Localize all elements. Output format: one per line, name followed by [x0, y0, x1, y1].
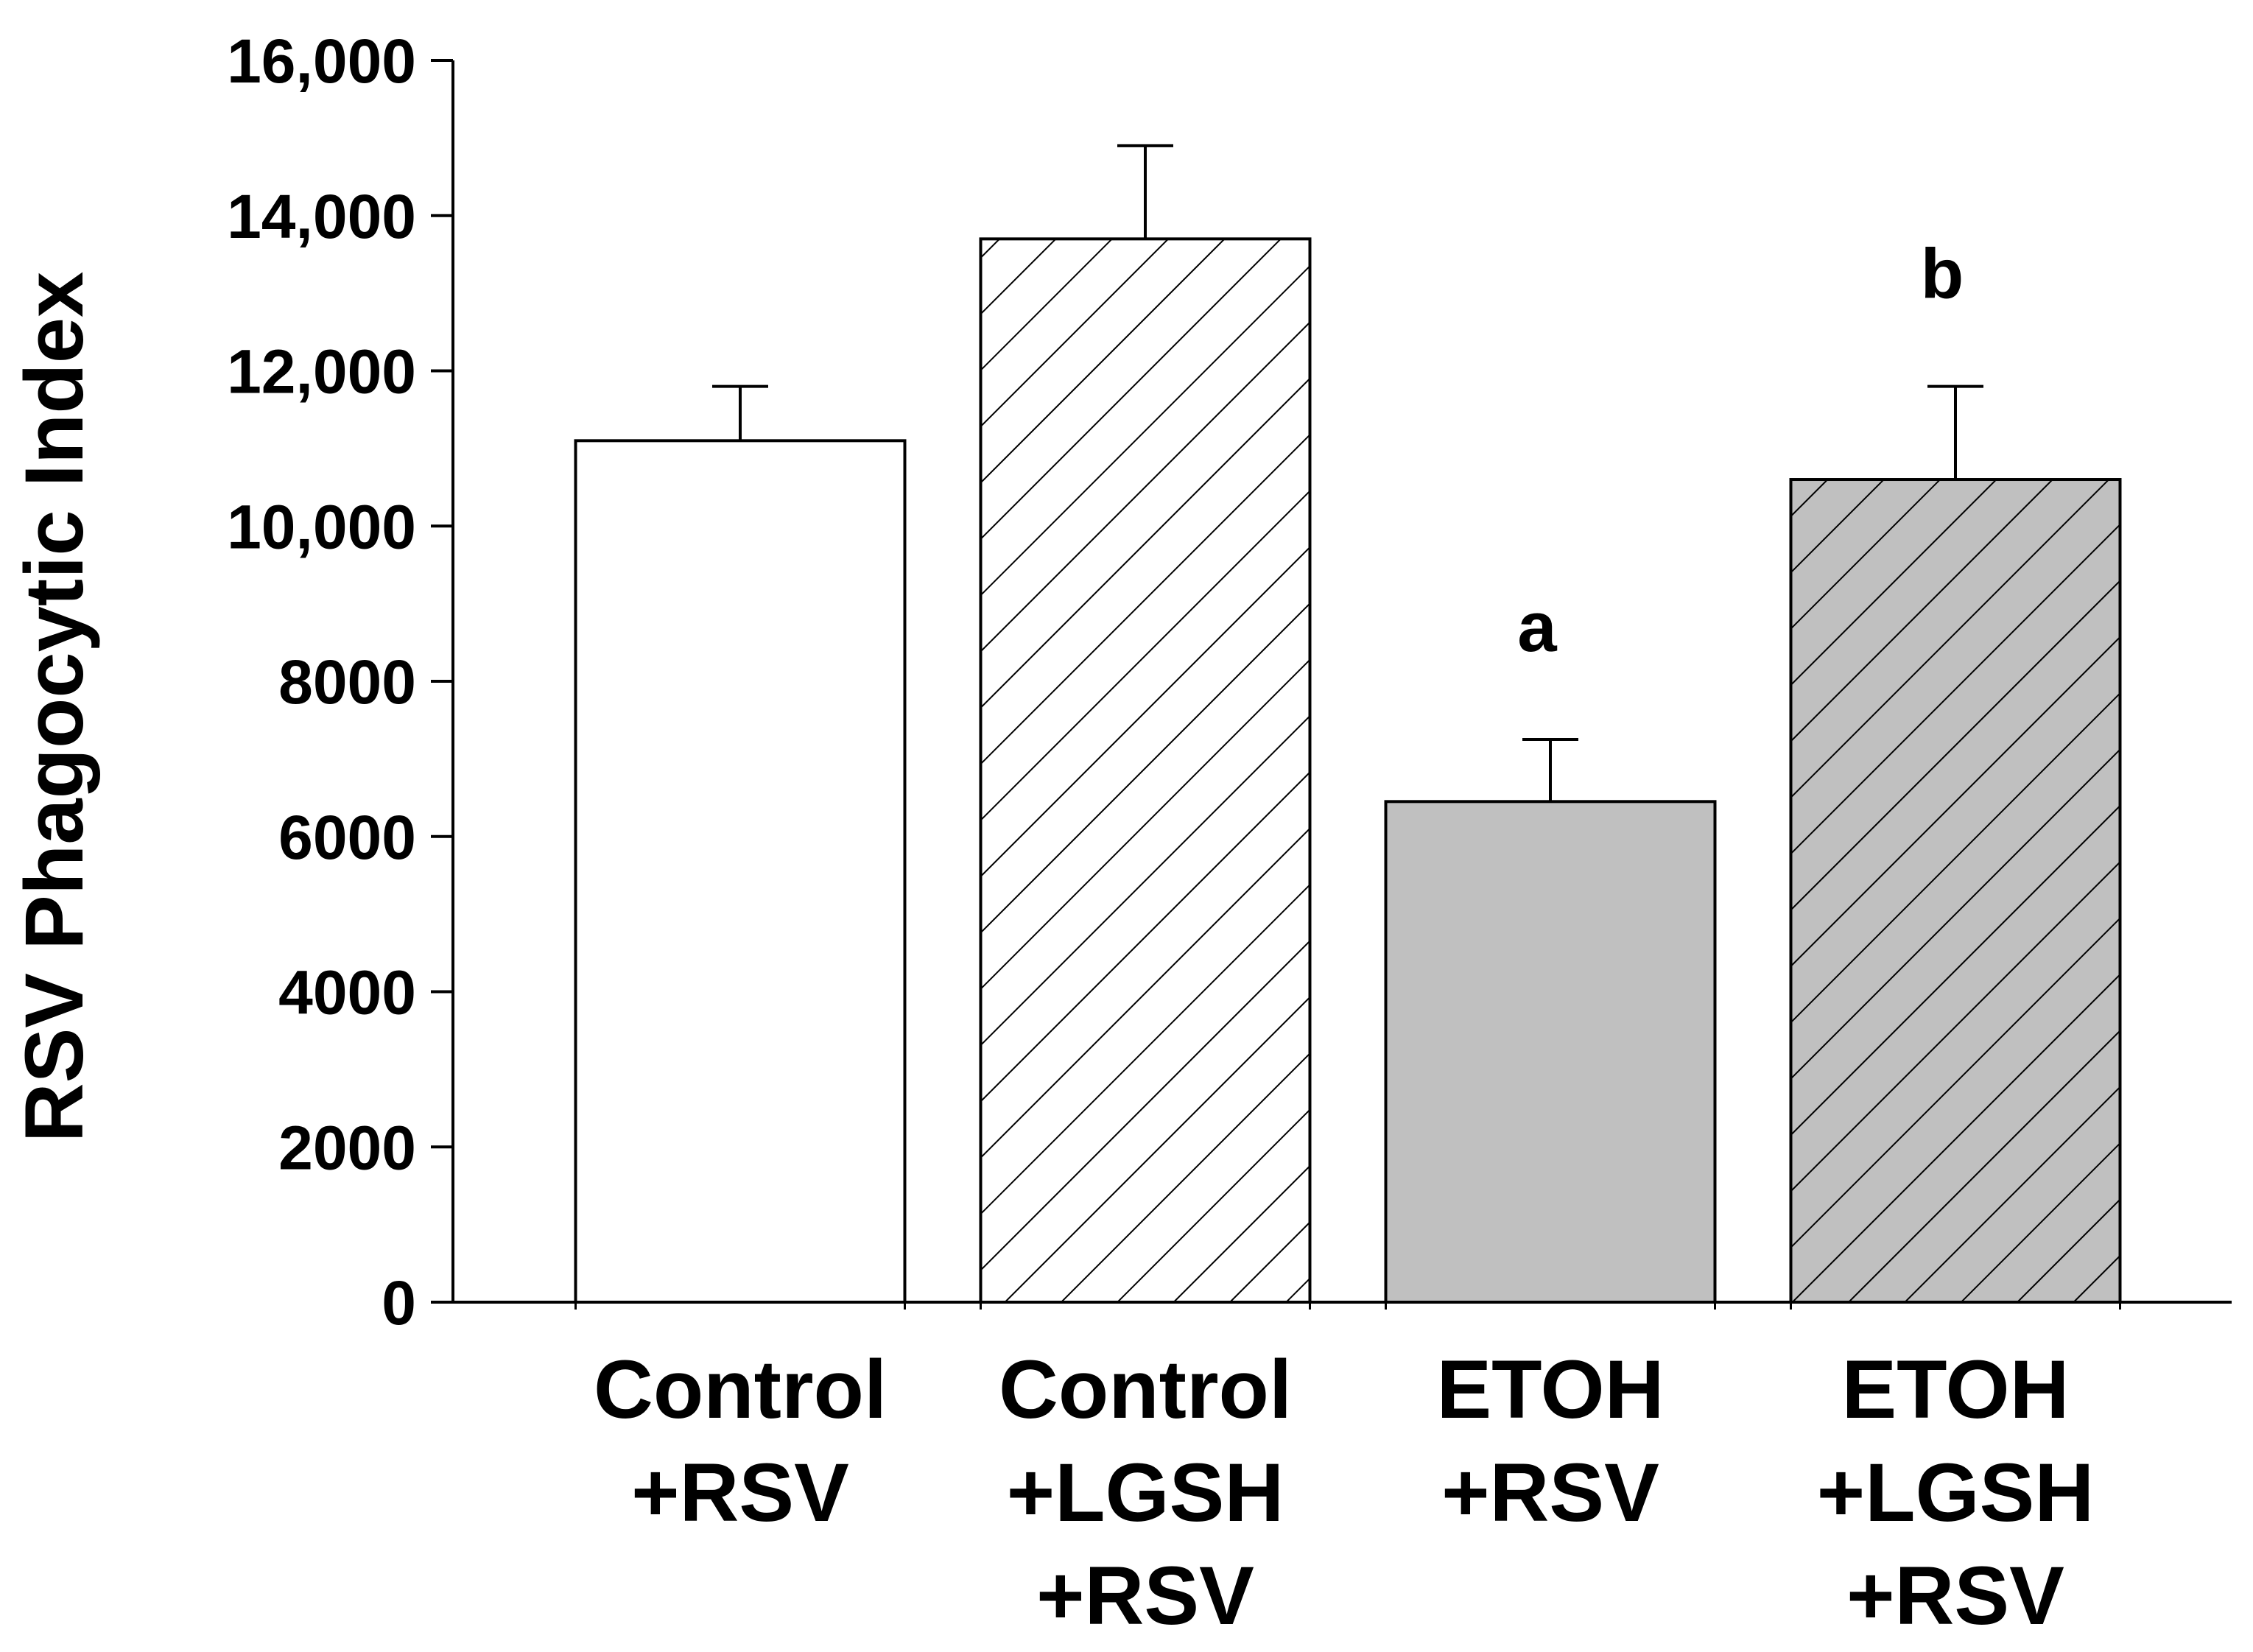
y-tick-label: 8000 — [278, 647, 416, 717]
x-category-label: +RSV — [1846, 1550, 2064, 1642]
x-category-label: Control — [594, 1343, 887, 1435]
y-tick-label: 14,000 — [227, 182, 416, 251]
bar-hatch — [980, 239, 1310, 1302]
bar — [575, 440, 905, 1302]
y-tick-label: 6000 — [278, 803, 416, 872]
x-category-label: +LGSH — [1817, 1447, 2095, 1539]
significance-annotation: a — [1517, 588, 1557, 667]
bar — [1385, 801, 1715, 1302]
x-category-label: +RSV — [1036, 1550, 1254, 1642]
y-tick-label: 2000 — [278, 1113, 416, 1182]
y-tick-label: 0 — [382, 1268, 416, 1338]
y-tick-label: 12,000 — [227, 337, 416, 407]
x-category-label: +RSV — [1441, 1447, 1659, 1539]
bars — [574, 144, 2122, 1304]
significance-annotation: b — [1921, 235, 1964, 314]
y-axis-title: RSV Phagocytic Index — [8, 272, 100, 1143]
bar-hatch — [1790, 479, 2120, 1302]
x-category-label: ETOH — [1841, 1343, 2069, 1435]
y-tick-label: 10,000 — [227, 492, 416, 561]
x-category-label: +RSV — [631, 1447, 849, 1539]
x-category-label: Control — [999, 1343, 1292, 1435]
axes: 0 2000 4000 6000 8000 10,000 12,000 14,000 16,00… — [8, 27, 2232, 1338]
x-category-label: ETOH — [1436, 1343, 1664, 1435]
y-tick-label: 4000 — [278, 958, 416, 1027]
labels: Control +RSV Control +LGSH +RSV a ETOH +RSV b ETO… — [594, 235, 2094, 1642]
x-category-label: +LGSH — [1007, 1447, 1284, 1539]
y-tick-label: 16,000 — [227, 27, 416, 96]
